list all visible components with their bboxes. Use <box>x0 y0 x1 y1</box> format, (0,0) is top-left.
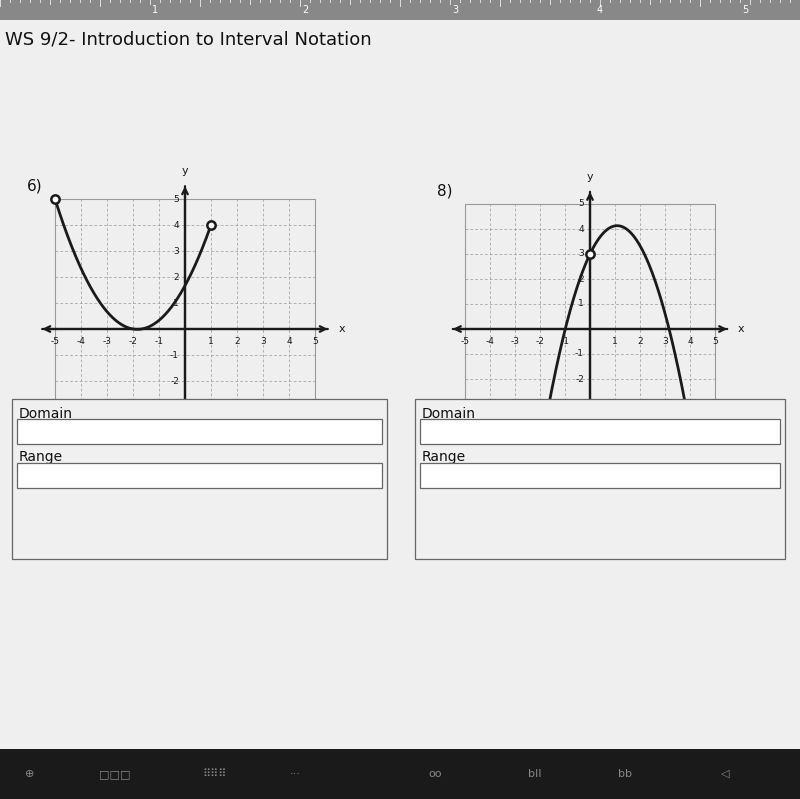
Text: Domain: Domain <box>422 407 476 421</box>
Text: 2: 2 <box>174 272 179 281</box>
Text: -5: -5 <box>50 337 59 346</box>
Text: 3: 3 <box>452 5 458 15</box>
Text: 3: 3 <box>662 337 668 346</box>
Text: -3: -3 <box>102 337 111 346</box>
Bar <box>420 463 780 488</box>
Text: 2: 2 <box>302 5 308 15</box>
Text: x: x <box>338 324 345 334</box>
Text: -3: -3 <box>575 400 584 408</box>
Text: 5: 5 <box>312 337 318 346</box>
Text: -3: -3 <box>170 403 179 411</box>
Text: 4: 4 <box>578 225 584 233</box>
Text: -4: -4 <box>170 428 179 438</box>
Text: ◁: ◁ <box>721 769 730 779</box>
Text: 2: 2 <box>234 337 240 346</box>
Text: 1: 1 <box>174 299 179 308</box>
Text: WS 9/2- Introduction to Interval Notation: WS 9/2- Introduction to Interval Notatio… <box>5 30 372 48</box>
Text: -1: -1 <box>154 337 163 346</box>
Text: 1: 1 <box>208 337 214 346</box>
Text: -4: -4 <box>77 337 86 346</box>
Text: -2: -2 <box>535 337 545 346</box>
Text: -2: -2 <box>129 337 138 346</box>
Text: Domain: Domain <box>19 407 73 421</box>
Text: 1: 1 <box>152 5 158 15</box>
Text: -5: -5 <box>575 450 584 459</box>
Bar <box>17 419 382 444</box>
Bar <box>415 399 785 559</box>
Bar <box>0 0 800 20</box>
Text: -1: -1 <box>170 351 179 360</box>
Text: 3: 3 <box>578 249 584 259</box>
Text: ⠿⠿⠿: ⠿⠿⠿ <box>203 769 227 779</box>
Text: ···: ··· <box>290 769 301 779</box>
Text: 5: 5 <box>578 200 584 209</box>
Text: 3: 3 <box>174 247 179 256</box>
Bar <box>0 749 800 799</box>
Bar <box>55 199 315 459</box>
Text: 3: 3 <box>260 337 266 346</box>
Text: Range: Range <box>19 450 63 464</box>
Text: x: x <box>738 324 744 334</box>
Text: y: y <box>586 172 594 181</box>
Text: ⊕: ⊕ <box>26 769 34 779</box>
Text: 4: 4 <box>597 5 603 15</box>
Text: 2: 2 <box>578 275 584 284</box>
Text: 4: 4 <box>174 221 179 229</box>
Text: 4: 4 <box>286 337 292 346</box>
Text: -2: -2 <box>170 376 179 385</box>
Bar <box>420 419 780 444</box>
Bar <box>17 463 382 488</box>
Text: 5: 5 <box>742 5 748 15</box>
Text: -5: -5 <box>461 337 470 346</box>
Text: -4: -4 <box>486 337 494 346</box>
Text: □□□: □□□ <box>99 769 130 779</box>
Text: 5: 5 <box>712 337 718 346</box>
Text: -3: -3 <box>510 337 519 346</box>
Text: 4: 4 <box>687 337 693 346</box>
Text: -1: -1 <box>575 349 584 359</box>
Text: bb: bb <box>618 769 632 779</box>
Text: -1: -1 <box>561 337 570 346</box>
Text: 8): 8) <box>438 184 453 199</box>
Text: 1: 1 <box>578 300 584 308</box>
Text: 5: 5 <box>174 194 179 204</box>
Text: 6): 6) <box>26 179 42 194</box>
Text: oo: oo <box>428 769 442 779</box>
Text: 2: 2 <box>637 337 643 346</box>
Bar <box>12 399 387 559</box>
Text: -5: -5 <box>170 455 179 463</box>
Text: -4: -4 <box>575 424 584 434</box>
Text: -2: -2 <box>575 375 584 384</box>
Text: y: y <box>182 166 188 176</box>
Text: 1: 1 <box>612 337 618 346</box>
Text: bII: bII <box>528 769 542 779</box>
Text: Range: Range <box>422 450 466 464</box>
Bar <box>465 204 715 454</box>
